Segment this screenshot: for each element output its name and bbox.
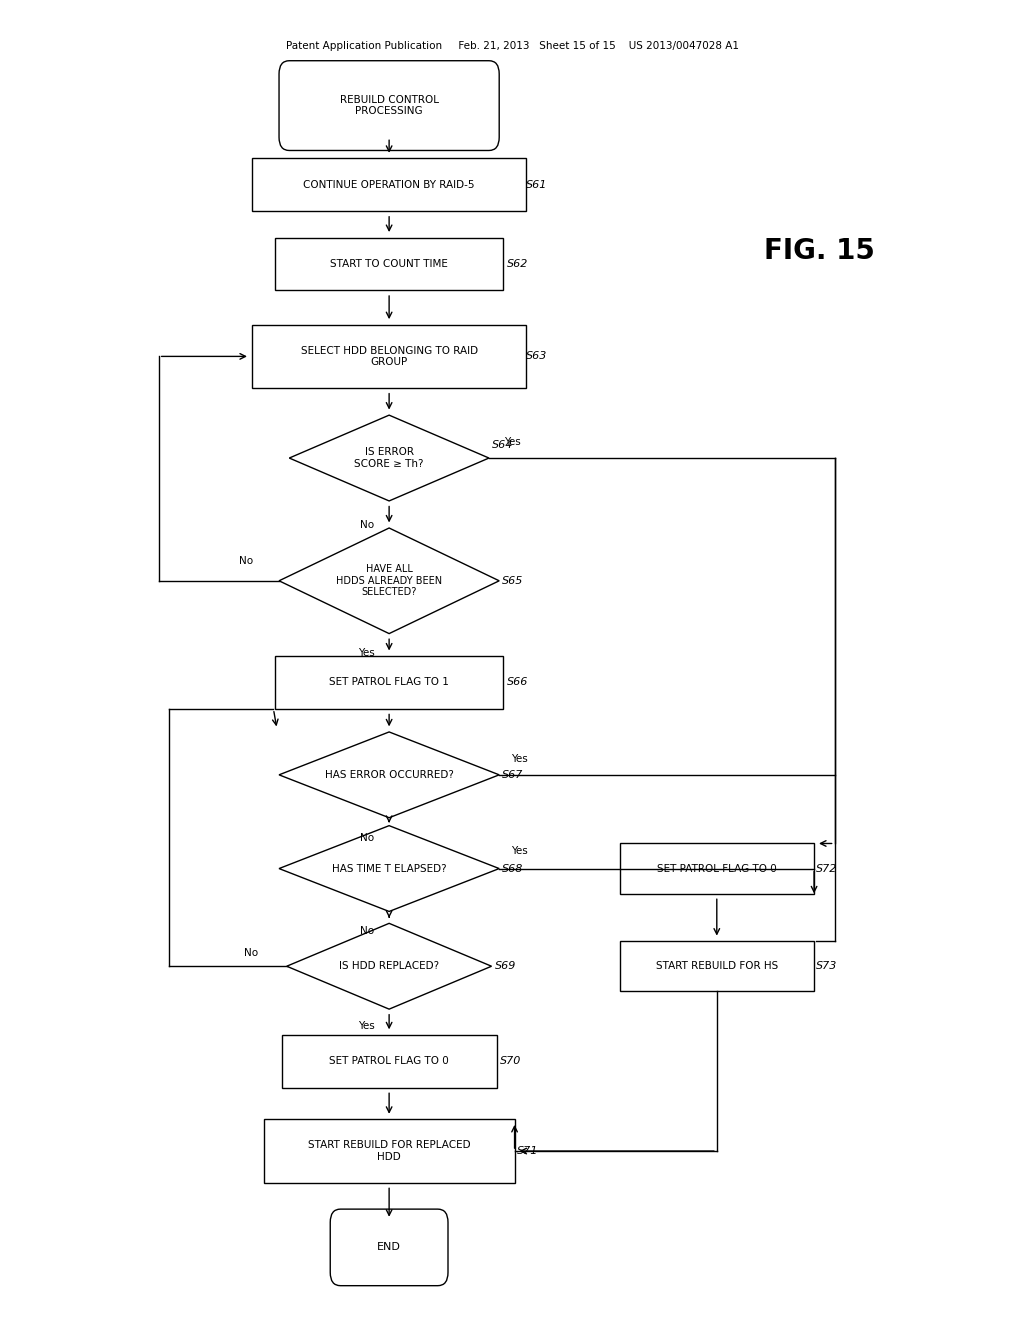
Text: No: No — [359, 927, 374, 936]
Polygon shape — [289, 414, 489, 500]
FancyBboxPatch shape — [620, 843, 814, 894]
Text: START TO COUNT TIME: START TO COUNT TIME — [330, 259, 449, 269]
Text: S63: S63 — [526, 351, 548, 362]
Polygon shape — [287, 924, 492, 1008]
Text: IS ERROR
SCORE ≥ Th?: IS ERROR SCORE ≥ Th? — [354, 447, 424, 469]
Text: FIG. 15: FIG. 15 — [764, 236, 874, 265]
Text: HAS ERROR OCCURRED?: HAS ERROR OCCURRED? — [325, 770, 454, 780]
Text: S71: S71 — [517, 1146, 539, 1156]
Text: No: No — [244, 948, 258, 958]
Text: No: No — [359, 520, 374, 529]
Text: HAS TIME T ELAPSED?: HAS TIME T ELAPSED? — [332, 863, 446, 874]
FancyBboxPatch shape — [275, 656, 503, 709]
Text: SET PATROL FLAG TO 0: SET PATROL FLAG TO 0 — [657, 863, 776, 874]
Text: S64: S64 — [492, 440, 513, 450]
FancyBboxPatch shape — [252, 158, 526, 211]
Text: Yes: Yes — [512, 846, 528, 857]
Text: S68: S68 — [502, 863, 523, 874]
FancyBboxPatch shape — [330, 1209, 449, 1286]
Polygon shape — [279, 731, 500, 818]
Text: S61: S61 — [526, 180, 548, 190]
FancyBboxPatch shape — [252, 325, 526, 388]
Polygon shape — [279, 528, 500, 634]
Text: Yes: Yes — [358, 648, 375, 659]
Text: S69: S69 — [495, 961, 516, 972]
Text: S72: S72 — [816, 863, 838, 874]
FancyBboxPatch shape — [282, 1035, 497, 1088]
Text: REBUILD CONTROL
PROCESSING: REBUILD CONTROL PROCESSING — [340, 95, 438, 116]
Text: IS HDD REPLACED?: IS HDD REPLACED? — [339, 961, 439, 972]
Text: Yes: Yes — [505, 437, 521, 447]
FancyBboxPatch shape — [620, 941, 814, 991]
Text: S62: S62 — [507, 259, 528, 269]
Text: START REBUILD FOR REPLACED
HDD: START REBUILD FOR REPLACED HDD — [308, 1140, 470, 1162]
Text: SELECT HDD BELONGING TO RAID
GROUP: SELECT HDD BELONGING TO RAID GROUP — [301, 346, 477, 367]
FancyBboxPatch shape — [264, 1119, 514, 1183]
Text: Yes: Yes — [358, 1022, 375, 1031]
Text: SET PATROL FLAG TO 1: SET PATROL FLAG TO 1 — [329, 677, 450, 688]
Text: END: END — [377, 1242, 401, 1253]
Text: CONTINUE OPERATION BY RAID-5: CONTINUE OPERATION BY RAID-5 — [303, 180, 475, 190]
Text: HAVE ALL
HDDS ALREADY BEEN
SELECTED?: HAVE ALL HDDS ALREADY BEEN SELECTED? — [336, 564, 442, 598]
Text: START REBUILD FOR HS: START REBUILD FOR HS — [655, 961, 778, 972]
Text: S67: S67 — [502, 770, 523, 780]
Text: S66: S66 — [507, 677, 528, 688]
FancyBboxPatch shape — [275, 238, 503, 290]
Text: S65: S65 — [502, 576, 523, 586]
Text: Yes: Yes — [512, 754, 528, 764]
Text: No: No — [359, 833, 374, 842]
FancyBboxPatch shape — [279, 61, 499, 150]
Text: Patent Application Publication     Feb. 21, 2013   Sheet 15 of 15    US 2013/004: Patent Application Publication Feb. 21, … — [286, 41, 738, 51]
Text: No: No — [240, 556, 254, 566]
Text: SET PATROL FLAG TO 0: SET PATROL FLAG TO 0 — [330, 1056, 449, 1067]
Text: S73: S73 — [816, 961, 838, 972]
Text: S70: S70 — [500, 1056, 521, 1067]
Polygon shape — [279, 826, 500, 911]
